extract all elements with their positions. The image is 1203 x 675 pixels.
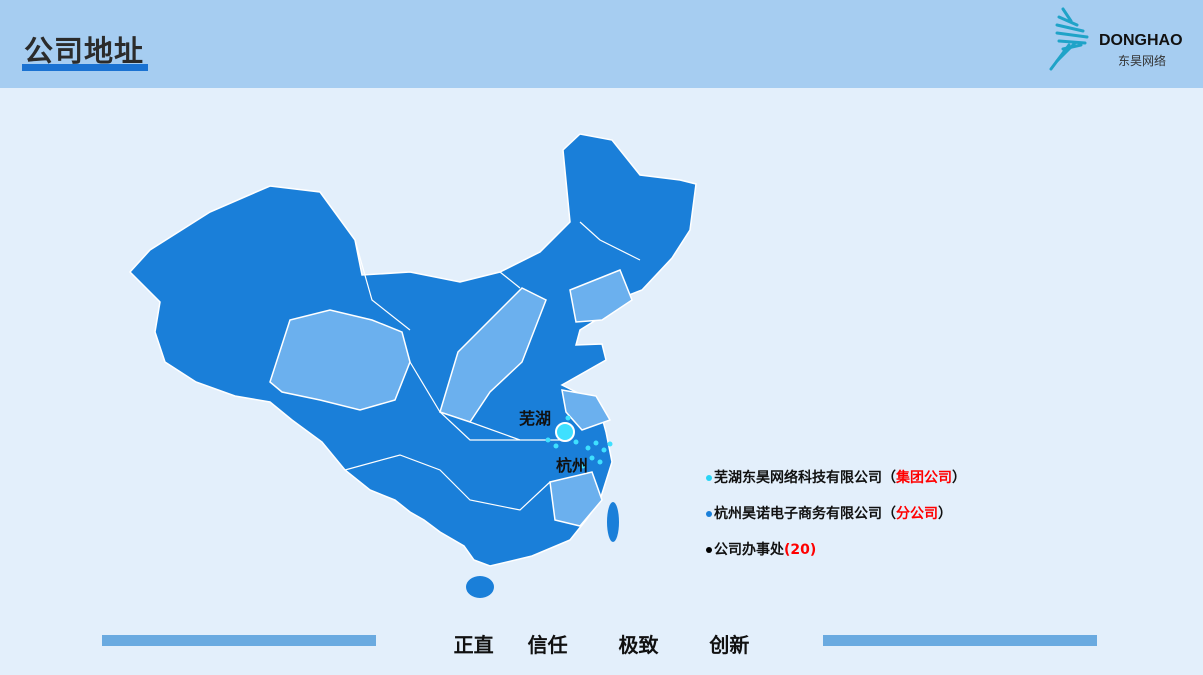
city-label-wuhu: 芜湖: [519, 409, 552, 428]
province-liaoning[interactable]: [569, 269, 633, 323]
province-fujian[interactable]: [549, 471, 603, 527]
hainan[interactable]: [466, 576, 494, 598]
black-dot-icon: [706, 547, 712, 553]
hangzhou-markers[interactable]: [545, 415, 613, 469]
legend-tag: 分公司: [896, 506, 938, 522]
legend-tag: 集团公司: [896, 470, 952, 486]
footer-bar-right: [823, 635, 1097, 646]
feather-wing-icon: [1049, 7, 1089, 71]
slogan: 正直 信任 极致 创新: [453, 633, 750, 657]
china-mainland[interactable]: [128, 133, 697, 567]
province-borders: [344, 221, 641, 511]
province-jiangsu[interactable]: [561, 389, 612, 431]
logo-subtitle: 东昊网络: [1118, 54, 1167, 68]
legend-label: 芜湖东昊网络科技有限公司: [714, 470, 882, 486]
legend-item-hangzhou: 杭州昊诺电子商务有限公司（分公司）: [706, 503, 952, 523]
legend-item-offices: 公司办事处(20): [706, 539, 816, 559]
title-underline: [22, 64, 148, 71]
company-logo: DONGHAO 东昊网络: [1045, 5, 1200, 75]
page-title: 公司地址: [24, 34, 145, 68]
cyan-dot-icon: [706, 475, 712, 481]
taiwan[interactable]: [607, 502, 619, 542]
header-band: [0, 0, 1203, 88]
legend-item-wuhu: 芜湖东昊网络科技有限公司（集团公司）: [706, 467, 966, 487]
legend-label: 公司办事处: [714, 542, 784, 558]
city-label-hangzhou: 杭州: [556, 456, 589, 475]
wuhu-marker[interactable]: [555, 422, 575, 442]
legend-label: 杭州昊诺电子商务有限公司: [714, 506, 882, 522]
footer-bar-left: [102, 635, 376, 646]
office-count: (20): [784, 542, 817, 558]
blue-dot-icon: [706, 511, 712, 517]
province-shaanxi-shanxi[interactable]: [439, 287, 547, 423]
logo-name: DONGHAO: [1099, 32, 1183, 49]
